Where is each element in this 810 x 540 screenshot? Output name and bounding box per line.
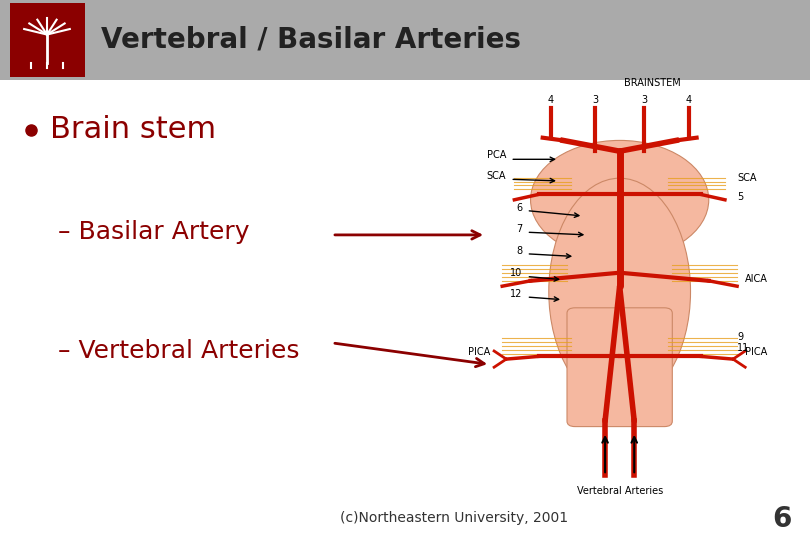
Ellipse shape [549,178,690,405]
Text: SCA: SCA [737,173,757,183]
Text: Vertebral Arteries: Vertebral Arteries [577,486,663,496]
FancyBboxPatch shape [0,80,810,540]
Text: 5: 5 [737,192,744,202]
Text: Brain stem: Brain stem [50,115,216,144]
Text: PICA: PICA [468,347,490,357]
Text: 12: 12 [510,289,522,299]
Text: 6: 6 [516,202,522,213]
Text: PICA: PICA [745,347,767,357]
Text: – Basilar Artery: – Basilar Artery [58,220,249,244]
Text: Vertebral / Basilar Arteries: Vertebral / Basilar Arteries [101,26,522,54]
Text: 8: 8 [516,246,522,256]
Text: 7: 7 [516,224,522,234]
Text: 3: 3 [641,94,647,105]
Text: BRAINSTEM: BRAINSTEM [624,78,680,89]
Text: 9: 9 [737,332,744,342]
Text: SCA: SCA [487,171,506,181]
Text: AICA: AICA [745,274,768,284]
Text: 6: 6 [772,505,791,534]
Ellipse shape [531,140,709,259]
FancyBboxPatch shape [0,0,810,80]
Text: 3: 3 [592,94,599,105]
Text: 11: 11 [737,343,749,353]
FancyBboxPatch shape [567,308,672,427]
Text: (c)Northeastern University, 2001: (c)Northeastern University, 2001 [339,511,568,525]
Text: PCA: PCA [487,150,506,160]
Text: – Vertebral Arteries: – Vertebral Arteries [58,339,300,363]
Text: 4: 4 [548,94,554,105]
Text: 10: 10 [510,268,522,279]
FancyBboxPatch shape [10,3,85,77]
Text: 4: 4 [685,94,692,105]
